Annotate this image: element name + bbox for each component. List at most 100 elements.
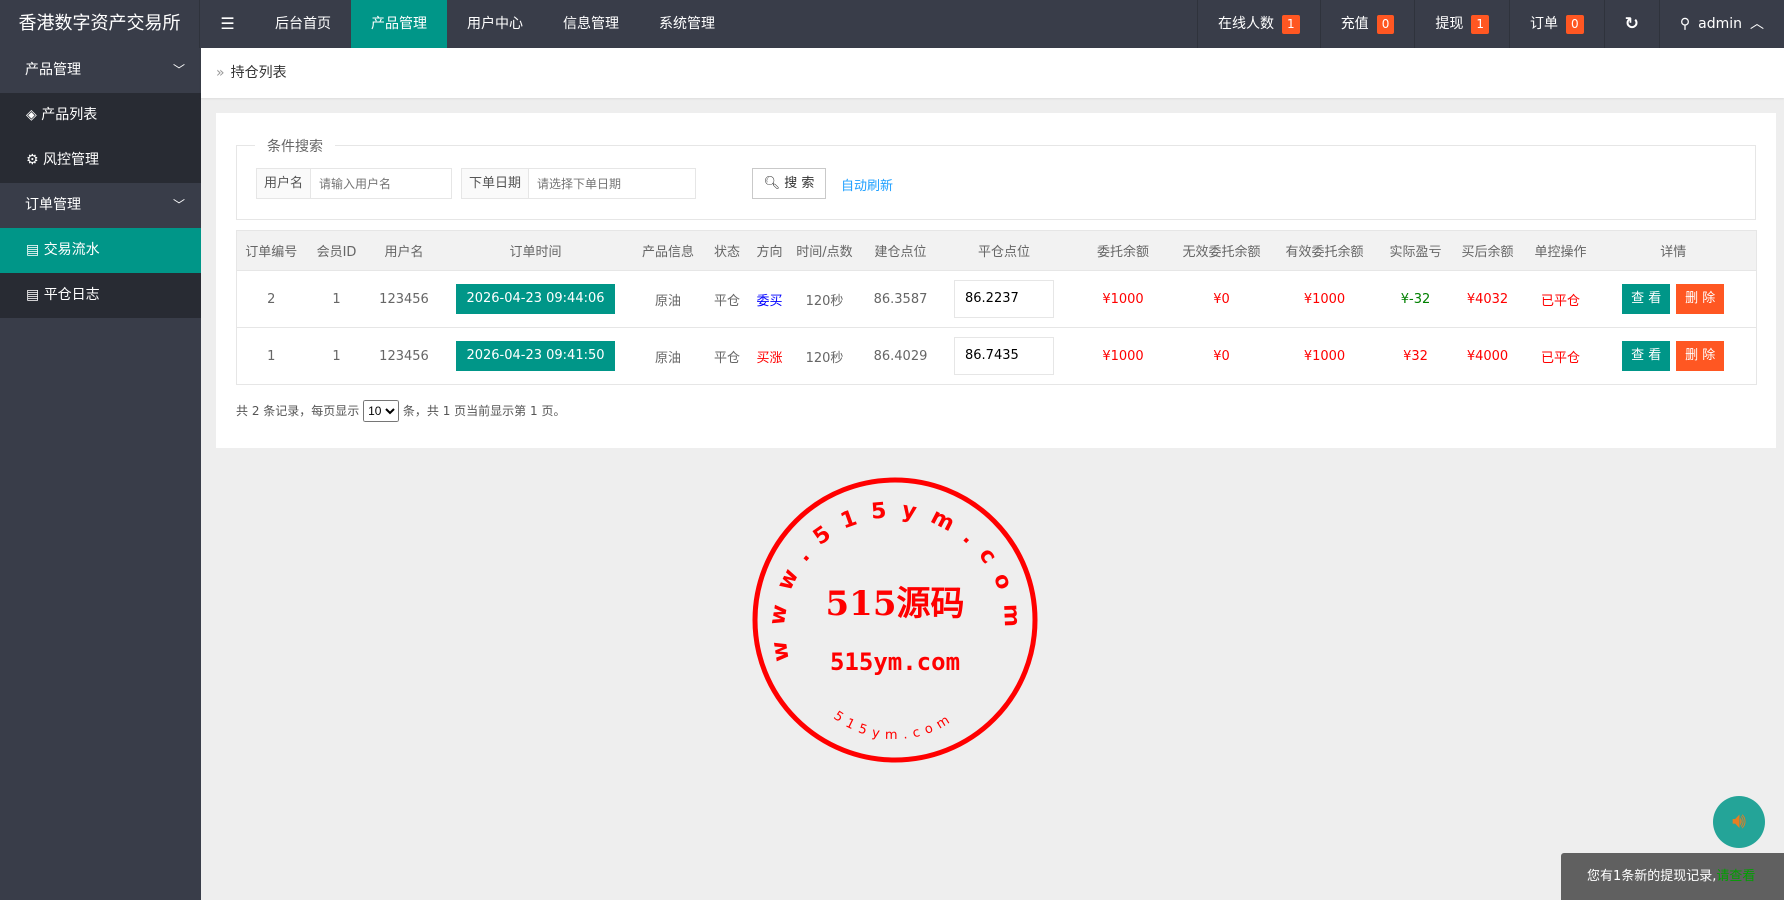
chevron-down-icon: ﹀ bbox=[172, 198, 185, 212]
pager-text: 条，共 1 页当前显示第 1 页。 bbox=[402, 404, 566, 418]
direction-value: 买涨 bbox=[756, 350, 783, 366]
column-header: 用户名 bbox=[367, 230, 441, 271]
order-amount: ¥1000 bbox=[1065, 327, 1181, 385]
column-header: 状态 bbox=[705, 230, 749, 271]
stat-recharge[interactable]: 充值 0 bbox=[1319, 0, 1415, 48]
open-price-value: 86.4029 bbox=[873, 348, 928, 364]
order-id-value: 1 bbox=[267, 348, 276, 364]
table-row: 2 1 123456 2026-04-23 09:44:06 原油 平仓 委买 120秒 86.… bbox=[236, 270, 1757, 328]
column-header: 订单编号 bbox=[236, 230, 306, 271]
control-status: 已平仓 bbox=[1530, 327, 1591, 385]
direction-value: 委买 bbox=[756, 293, 783, 309]
stat-withdraw[interactable]: 提现 1 bbox=[1414, 0, 1509, 48]
order-amount: ¥1000 bbox=[1065, 270, 1181, 328]
username: 123456 bbox=[367, 270, 441, 328]
member-id-value: 1 bbox=[332, 291, 341, 307]
duration-value: 120秒 bbox=[805, 350, 844, 366]
view-button[interactable]: 查 看 bbox=[1622, 341, 1671, 371]
stat-label: 订单 bbox=[1529, 16, 1558, 32]
actions: 查 看删 除 bbox=[1590, 327, 1757, 385]
user-menu[interactable]: ⚲ admin ︿ bbox=[1658, 0, 1784, 48]
stat-badge: 1 bbox=[1282, 14, 1300, 34]
date-label: 下单日期 bbox=[462, 169, 530, 198]
username-input[interactable] bbox=[311, 169, 451, 198]
column-header: 单控操作 bbox=[1530, 230, 1591, 271]
item-label: 交易流水 bbox=[43, 242, 100, 258]
control-status: 已平仓 bbox=[1530, 270, 1591, 328]
sidebar-item-product-list[interactable]: ◈ 产品列表 bbox=[0, 93, 201, 138]
balance-after-value: ¥4032 bbox=[1466, 291, 1509, 307]
breadcrumb-separator: » bbox=[216, 65, 225, 81]
auto-refresh-link[interactable]: 自动刷新 bbox=[841, 179, 894, 194]
status: 平仓 bbox=[705, 327, 749, 385]
sidebar-group-orders[interactable]: 订单管理 ﹀ bbox=[0, 183, 201, 228]
delete-button[interactable]: 删 除 bbox=[1676, 341, 1725, 371]
nav-products[interactable]: 产品管理 bbox=[351, 0, 447, 48]
nav-info[interactable]: 信息管理 bbox=[563, 16, 619, 32]
balance-after-value: ¥4000 bbox=[1466, 348, 1509, 364]
sidebar-group-products[interactable]: 产品管理 ﹀ bbox=[0, 48, 201, 93]
close-price-input[interactable]: 86.7435 bbox=[954, 337, 1054, 375]
stamp-center: 515源码 bbox=[826, 584, 965, 624]
toast-link[interactable]: 请查看 bbox=[1716, 869, 1756, 884]
column-header: 时间/点数 bbox=[790, 230, 859, 271]
username: admin bbox=[1698, 16, 1742, 32]
direction: 委买 bbox=[748, 270, 791, 328]
duration-value: 120秒 bbox=[805, 293, 844, 309]
open-price-value: 86.3587 bbox=[873, 291, 928, 307]
sidebar-item-risk[interactable]: ⚙ 风控管理 bbox=[0, 138, 201, 183]
nav-home[interactable]: 后台首页 bbox=[275, 16, 331, 32]
column-header: 平仓点位 bbox=[942, 230, 1066, 271]
pagination: 共 2 条记录，每页显示 10 条，共 1 页当前显示第 1 页。 bbox=[236, 400, 565, 422]
clipboard-icon: ▤ bbox=[26, 242, 44, 258]
page-title: 持仓列表 bbox=[230, 65, 287, 81]
duration: 120秒 bbox=[790, 270, 859, 328]
date-group: 下单日期 bbox=[461, 168, 696, 199]
order-amount-value: ¥1000 bbox=[1102, 291, 1144, 307]
column-header: 有效委托余额 bbox=[1262, 230, 1387, 271]
member-id: 1 bbox=[305, 270, 368, 328]
view-button[interactable]: 查 看 bbox=[1622, 284, 1671, 314]
sidebar-item-transactions[interactable]: ▤ 交易流水 bbox=[0, 228, 201, 273]
balance-after: ¥4000 bbox=[1444, 327, 1531, 385]
nav-system[interactable]: 系统管理 bbox=[659, 16, 715, 32]
search-legend: 条件搜索 bbox=[255, 136, 335, 156]
speaker-icon[interactable]: 🔊︎ bbox=[1713, 796, 1765, 848]
stat-badge: 1 bbox=[1471, 14, 1489, 34]
sidebar-item-close-log[interactable]: ▤ 平仓日志 bbox=[0, 273, 201, 318]
search-label: 搜 索 bbox=[784, 176, 815, 191]
nav-users[interactable]: 用户中心 bbox=[467, 16, 523, 32]
hamburger-icon[interactable]: ☰ bbox=[220, 14, 235, 33]
status: 平仓 bbox=[705, 270, 749, 328]
orders-table: 订单编号 会员ID 用户名 订单时间 产品信息 状态 方向 时间/点数 建仓点位 平仓点位 委托余额… bbox=[236, 230, 1757, 385]
group-label: 产品管理 bbox=[25, 62, 81, 78]
delete-button[interactable]: 删 除 bbox=[1676, 284, 1725, 314]
order-time-badge: 2026-04-23 09:44:06 bbox=[456, 284, 615, 314]
username: 123456 bbox=[367, 327, 441, 385]
stat-online[interactable]: 在线人数 1 bbox=[1197, 0, 1320, 48]
stat-badge: 0 bbox=[1376, 14, 1395, 34]
close-price-input[interactable]: 86.2237 bbox=[954, 280, 1054, 318]
top-nav: 后台首页 产品管理 用户中心 信息管理 系统管理 bbox=[255, 0, 735, 48]
column-header: 订单时间 bbox=[440, 230, 631, 271]
stat-orders[interactable]: 订单 0 bbox=[1508, 0, 1604, 48]
duration: 120秒 bbox=[790, 327, 859, 385]
column-header: 会员ID bbox=[305, 230, 368, 271]
per-page-select[interactable]: 10 bbox=[363, 400, 400, 422]
date-input[interactable] bbox=[529, 169, 690, 198]
username-value: 123456 bbox=[379, 348, 429, 364]
table-row: 1 1 123456 2026-04-23 09:41:50 原油 平仓 买涨 120秒 86.… bbox=[236, 327, 1757, 385]
close-price: 86.2237 bbox=[942, 270, 1066, 328]
item-label: 产品列表 bbox=[41, 107, 98, 123]
column-header: 方向 bbox=[748, 230, 791, 271]
table-header: 订单编号 会员ID 用户名 订单时间 产品信息 状态 方向 时间/点数 建仓点位 平仓点位 委托余额… bbox=[236, 230, 1757, 271]
stat-label: 提现 bbox=[1435, 16, 1464, 32]
notification-toast[interactable]: 您有1条新的提现记录,请查看 bbox=[1561, 853, 1784, 900]
stamp-ring-top: www.515ym.com bbox=[765, 497, 1025, 663]
search-button[interactable]: 🔍︎ 搜 索 bbox=[752, 168, 826, 199]
product: 原油 bbox=[630, 327, 706, 385]
refresh-icon[interactable]: ↻ bbox=[1603, 0, 1659, 48]
search-icon: 🔍︎ bbox=[763, 176, 785, 191]
item-label: 平仓日志 bbox=[43, 287, 100, 303]
stat-label: 在线人数 bbox=[1218, 16, 1275, 32]
